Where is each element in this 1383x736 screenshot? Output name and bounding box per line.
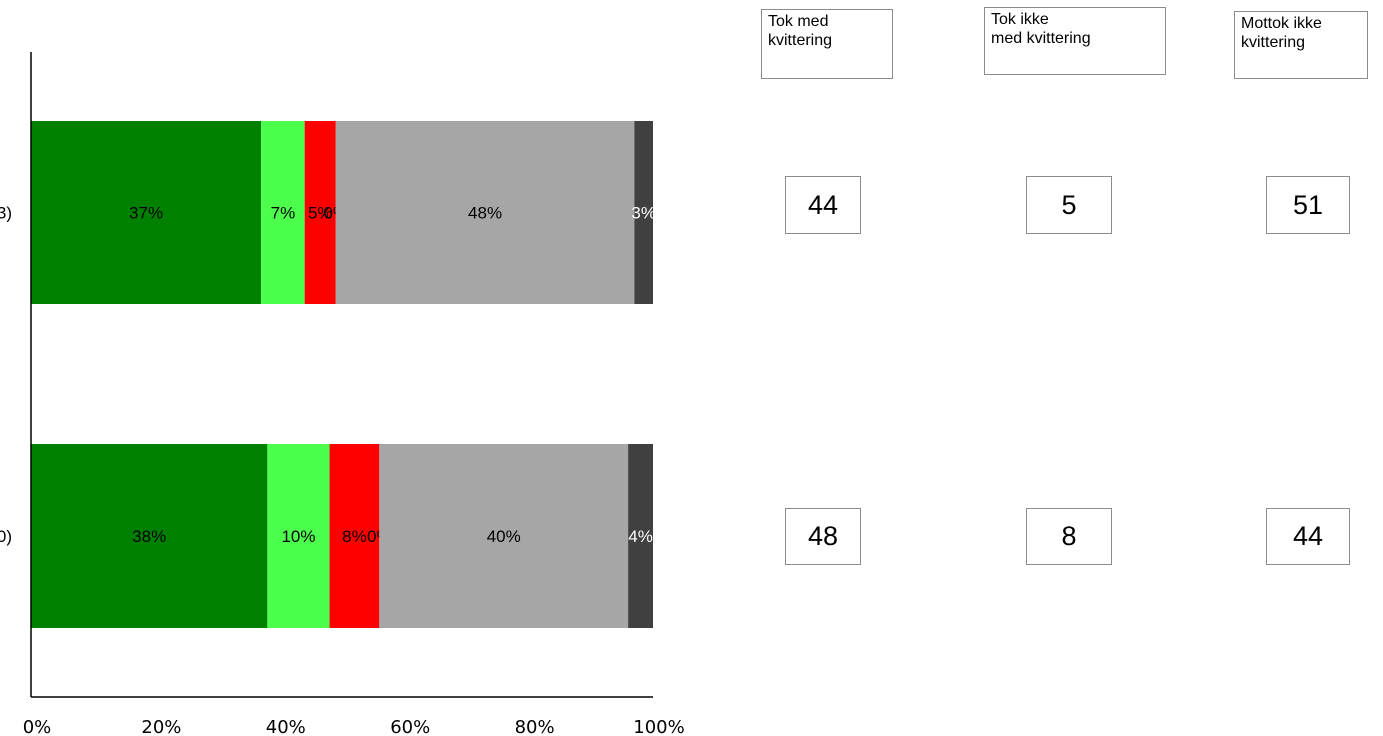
data-label: 5% xyxy=(308,204,333,223)
data-label: 40% xyxy=(487,527,521,546)
bar-segment xyxy=(267,444,330,628)
bar-segment xyxy=(329,444,380,628)
bar-segment xyxy=(628,444,653,628)
value-box-row1-col1: 44 xyxy=(785,176,861,234)
header-tok-ikke-med-kvittering: Tok ikke med kvittering xyxy=(984,7,1166,75)
x-tick-label: 60% xyxy=(390,717,430,736)
x-tick-label: 80% xyxy=(515,717,555,736)
bar-segment xyxy=(31,444,268,628)
data-label: 38% xyxy=(132,527,166,546)
data-label: 7% xyxy=(271,204,296,223)
data-label: 3% xyxy=(631,204,656,223)
value-box-row1-col3: 51 xyxy=(1266,176,1350,234)
data-label: 37% xyxy=(129,204,163,223)
bar-segment xyxy=(261,121,305,304)
category-label: 3) xyxy=(0,204,12,223)
value-box-row2-col3: 44 xyxy=(1266,508,1350,565)
value-box-row2-col2: 8 xyxy=(1026,508,1112,565)
header-tok-med-kvittering: Tok med kvittering xyxy=(761,9,893,79)
value-box-row1-col2: 5 xyxy=(1026,176,1112,234)
x-tick-label: 40% xyxy=(266,717,306,736)
bar-segment xyxy=(335,121,635,304)
x-tick-label: 100% xyxy=(633,717,684,736)
bar-segment xyxy=(634,121,653,304)
bar-segment xyxy=(304,121,336,304)
data-label: 4% xyxy=(628,527,653,546)
x-tick-label: 20% xyxy=(141,717,181,736)
data-label: 10% xyxy=(281,527,315,546)
data-label: 8% xyxy=(342,527,367,546)
x-tick-label: 0% xyxy=(23,717,52,736)
bar-segment xyxy=(31,121,262,304)
stacked-bar-chart: 37%7%5%0%48%3%3)38%10%8%0%40%4%0)0%20%40… xyxy=(0,52,685,736)
value-box-row2-col1: 48 xyxy=(785,508,861,565)
data-label: 48% xyxy=(468,204,502,223)
header-mottok-ikke-kvittering: Mottok ikke kvittering xyxy=(1234,11,1368,79)
bar-segment xyxy=(379,444,629,628)
category-label: 0) xyxy=(0,527,12,546)
